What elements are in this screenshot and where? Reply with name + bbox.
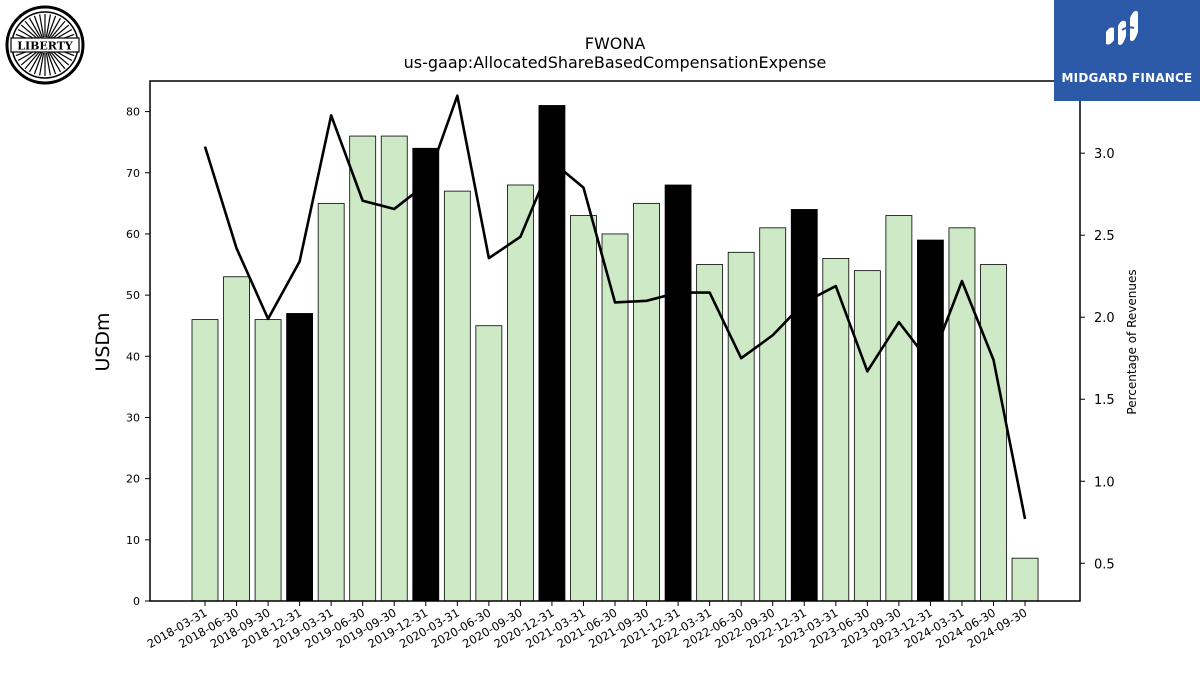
bar-2023-09-30 xyxy=(885,215,913,602)
bar-2024-03-31 xyxy=(948,227,976,602)
bar-2023-12-31 xyxy=(917,239,944,602)
bar-2021-09-30 xyxy=(633,202,660,602)
bar-2020-12-31 xyxy=(538,105,566,602)
left-y-tick-label: 60 xyxy=(126,228,140,241)
bar-2021-06-30 xyxy=(601,233,629,602)
bar-2019-12-31 xyxy=(412,147,440,602)
right-y-tick-label: 3.0 xyxy=(1094,147,1115,162)
right-y-tick-label: 2.5 xyxy=(1094,229,1115,244)
right-y-tick-label: 1.0 xyxy=(1094,475,1115,490)
left-y-tick-label: 50 xyxy=(126,289,140,302)
bar-2020-09-30 xyxy=(506,184,534,602)
right-y-tick-label: 2.0 xyxy=(1094,311,1115,326)
bar-2021-12-31 xyxy=(664,184,692,602)
bar-2020-03-31 xyxy=(443,190,471,602)
left-y-tick-label: 0 xyxy=(133,595,140,608)
bar-2019-06-30 xyxy=(349,135,377,602)
midgard-logo-text: MIDGARD FINANCE xyxy=(1061,71,1193,85)
left-y-tick-label: 20 xyxy=(126,473,140,486)
percentage-line xyxy=(203,94,1027,520)
bar-2018-03-31 xyxy=(191,319,219,602)
right-y-axis: 0.5 1.0 1.5 2.0 2.5 3.0 xyxy=(1080,147,1115,572)
bar-2019-09-30 xyxy=(380,135,408,602)
bar-2018-06-30 xyxy=(223,276,250,602)
midgard-emblem-icon xyxy=(1106,10,1138,45)
right-y-tick-label: 1.5 xyxy=(1094,393,1115,408)
right-y-axis-label: Percentage of Revenues xyxy=(1125,269,1139,414)
bar-2022-06-30 xyxy=(727,251,755,602)
bar-2021-03-31 xyxy=(570,215,597,602)
bar-2018-09-30 xyxy=(254,319,282,602)
bar-2020-06-30 xyxy=(475,325,503,602)
right-y-tick-label: 0.5 xyxy=(1094,557,1115,572)
bar-2022-03-31 xyxy=(696,264,724,602)
chart-title: FWONA xyxy=(585,34,646,53)
bar-2018-12-31 xyxy=(286,313,314,602)
liberty-seal-icon: LIBERTY xyxy=(5,5,85,85)
x-axis: 2018-03-312018-06-302018-09-302018-12-31… xyxy=(145,601,1030,651)
left-y-tick-label: 70 xyxy=(126,167,140,180)
bar-2022-12-31 xyxy=(790,209,818,602)
left-y-tick-label: 40 xyxy=(126,350,140,363)
left-y-tick-label: 30 xyxy=(126,411,140,424)
bar-2022-09-30 xyxy=(759,227,787,602)
bar-2023-06-30 xyxy=(853,270,881,602)
liberty-logo-text: LIBERTY xyxy=(17,40,73,53)
bar-series xyxy=(191,105,1039,602)
left-y-tick-label: 80 xyxy=(126,106,140,119)
left-y-axis-label: USDm xyxy=(92,312,114,371)
left-y-axis: 0 10 20 30 40 50 60 70 80 xyxy=(126,106,150,608)
bar-2023-03-31 xyxy=(822,258,850,602)
liberty-logo: LIBERTY xyxy=(5,5,85,85)
left-y-tick-label: 10 xyxy=(126,534,140,547)
chart-subtitle: us-gaap:AllocatedShareBasedCompensationE… xyxy=(404,53,827,72)
line-series xyxy=(203,94,1027,520)
bar-2019-03-31 xyxy=(317,202,345,602)
midgard-finance-logo: MIDGARD FINANCE xyxy=(1054,0,1200,101)
bar-2024-06-30 xyxy=(980,264,1007,602)
bar-2024-09-30 xyxy=(1011,557,1039,602)
